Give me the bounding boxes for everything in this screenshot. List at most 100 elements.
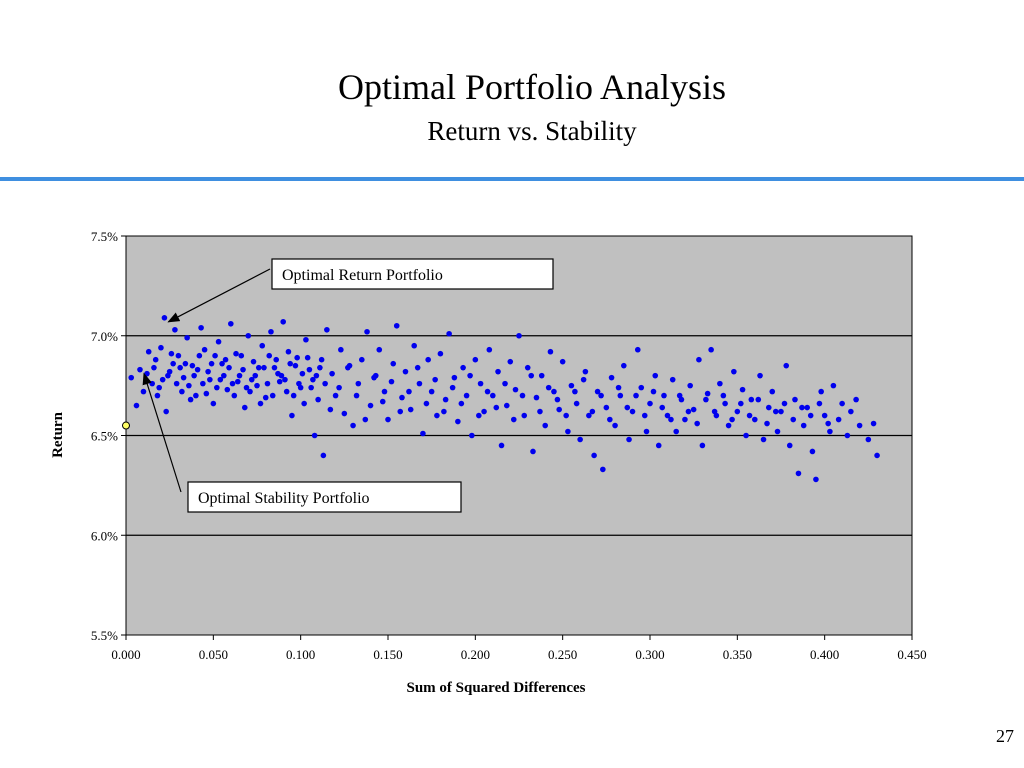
data-point — [301, 400, 307, 407]
data-point — [271, 364, 278, 371]
data-point — [229, 380, 236, 387]
data-point — [269, 392, 276, 399]
data-point — [743, 432, 749, 439]
data-point — [493, 404, 500, 411]
data-point — [647, 400, 653, 407]
data-point — [268, 328, 274, 335]
data-point — [329, 370, 335, 377]
data-point — [390, 360, 397, 367]
data-point — [591, 452, 597, 459]
data-point — [317, 364, 323, 371]
data-point — [255, 364, 262, 371]
data-point — [528, 372, 535, 379]
data-point — [502, 380, 508, 387]
data-point — [341, 410, 348, 417]
data-point — [248, 376, 255, 383]
data-point — [287, 360, 293, 367]
data-point — [259, 342, 266, 349]
data-point — [634, 346, 641, 353]
data-point — [437, 350, 444, 357]
data-point — [498, 442, 505, 449]
data-point — [191, 372, 197, 379]
data-point — [154, 392, 161, 399]
data-point — [262, 394, 269, 401]
data-point — [214, 384, 220, 391]
data-point — [668, 416, 674, 423]
data-point — [510, 416, 517, 423]
data-point — [289, 412, 295, 419]
data-point — [624, 404, 631, 411]
data-point — [568, 382, 575, 389]
data-point — [696, 356, 702, 363]
data-point — [234, 378, 241, 385]
data-point — [240, 366, 246, 373]
data-point — [804, 404, 810, 411]
data-point — [563, 412, 569, 419]
data-point — [332, 392, 339, 399]
data-point — [379, 398, 386, 405]
data-point — [799, 404, 805, 411]
data-point — [586, 412, 592, 419]
data-point — [582, 368, 589, 375]
data-point — [376, 346, 383, 353]
data-point — [607, 416, 613, 423]
data-point — [208, 360, 215, 367]
annotation-arrow — [142, 372, 182, 493]
data-point — [746, 412, 753, 419]
data-point — [177, 364, 183, 371]
data-point — [313, 372, 320, 379]
header-rule — [0, 177, 1024, 181]
data-point — [189, 362, 196, 369]
data-point — [755, 396, 762, 403]
data-point — [406, 388, 412, 395]
data-point — [140, 388, 147, 395]
data-point — [423, 400, 430, 407]
data-point — [507, 358, 514, 365]
data-point — [292, 362, 299, 369]
data-point — [612, 422, 618, 429]
data-point — [467, 372, 473, 379]
slide-title: Optimal Portfolio Analysis — [337, 67, 726, 107]
data-point — [210, 400, 217, 407]
data-point — [254, 382, 260, 389]
data-point — [226, 364, 232, 371]
x-tick-label: 0.250 — [548, 647, 577, 662]
data-point — [221, 372, 227, 379]
annotation-arrow — [167, 268, 271, 323]
data-point — [364, 328, 370, 335]
data-point — [205, 368, 211, 375]
data-point — [285, 348, 292, 355]
data-point — [156, 384, 162, 391]
data-point — [388, 378, 395, 385]
data-point — [503, 402, 510, 409]
data-point — [827, 428, 833, 435]
data-point — [280, 318, 287, 325]
data-point — [816, 400, 823, 407]
data-point — [359, 356, 365, 363]
data-point — [416, 380, 423, 387]
data-point — [407, 406, 414, 413]
data-point — [729, 416, 735, 423]
annotation-box — [187, 481, 462, 513]
data-point — [655, 442, 662, 449]
data-point — [425, 356, 431, 363]
data-point — [276, 378, 283, 385]
data-point — [495, 368, 501, 375]
data-point — [161, 314, 168, 321]
data-point — [669, 376, 676, 383]
data-point — [682, 416, 688, 423]
data-point — [512, 386, 519, 393]
data-point — [626, 436, 632, 443]
data-point — [228, 320, 234, 327]
data-point — [446, 330, 452, 337]
data-point — [455, 418, 461, 425]
data-point — [320, 452, 327, 459]
data-point — [393, 322, 400, 329]
data-point — [257, 400, 264, 407]
data-point — [196, 352, 203, 359]
data-point — [371, 374, 377, 381]
data-point — [402, 368, 409, 375]
data-point — [463, 392, 470, 399]
data-point — [184, 334, 190, 341]
